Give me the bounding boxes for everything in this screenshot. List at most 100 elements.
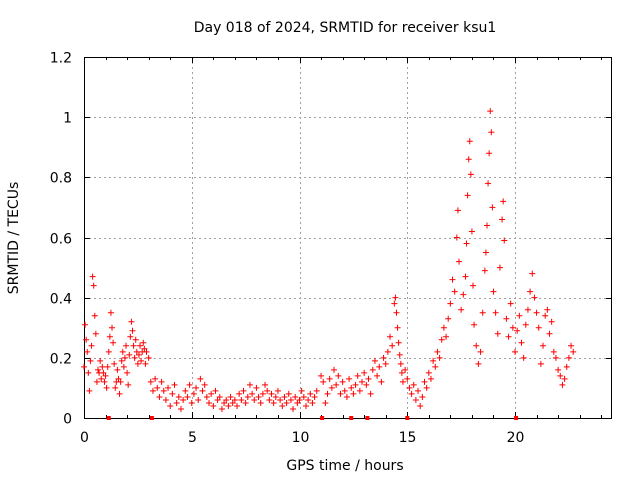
data-point	[365, 375, 372, 382]
data-point	[514, 327, 521, 334]
data-point	[143, 348, 150, 355]
data-point	[89, 273, 96, 280]
data-point	[339, 378, 346, 385]
data-point	[489, 204, 496, 211]
y-tick-label: 1	[63, 111, 72, 127]
data-point	[341, 387, 348, 394]
data-point	[421, 378, 428, 385]
data-point	[481, 267, 488, 274]
data-point	[106, 333, 113, 340]
data-point	[133, 348, 140, 355]
data-point	[406, 384, 413, 391]
data-point	[91, 312, 98, 319]
x-tick-label: 20	[507, 430, 525, 446]
data-point	[182, 387, 189, 394]
x-tick-label: 15	[399, 430, 417, 446]
data-point	[475, 360, 482, 367]
data-point	[540, 342, 547, 349]
data-point	[410, 381, 417, 388]
data-point	[138, 357, 145, 364]
data-point	[559, 381, 566, 388]
data-point	[119, 348, 126, 355]
data-point	[557, 372, 564, 379]
data-point	[167, 402, 174, 409]
data-point	[507, 300, 514, 307]
data-point	[264, 387, 271, 394]
data-point	[503, 315, 510, 322]
data-point	[490, 288, 497, 295]
data-point	[238, 396, 245, 403]
data-point	[343, 393, 350, 400]
data-point	[485, 180, 492, 187]
data-point	[116, 390, 123, 397]
data-point	[129, 327, 136, 334]
x-tick-label: 0	[80, 430, 89, 446]
data-point	[453, 234, 460, 241]
data-point	[412, 396, 419, 403]
data-point	[115, 375, 122, 382]
data-point	[531, 294, 538, 301]
data-point	[130, 342, 137, 349]
data-point	[518, 339, 525, 346]
zero-marker	[514, 416, 519, 420]
data-point	[335, 372, 342, 379]
data-point	[83, 336, 90, 343]
data-point	[216, 393, 223, 400]
zero-marker	[405, 416, 410, 420]
data-point	[285, 390, 292, 397]
data-point	[542, 312, 549, 319]
data-point	[128, 318, 135, 325]
data-point	[101, 378, 108, 385]
data-point	[391, 300, 398, 307]
data-point	[466, 138, 473, 145]
data-point	[361, 369, 368, 376]
data-point	[147, 378, 154, 385]
data-point	[221, 399, 228, 406]
data-point	[479, 309, 486, 316]
data-point	[190, 390, 197, 397]
data-point	[356, 387, 363, 394]
data-point	[205, 399, 212, 406]
data-point	[500, 198, 507, 205]
data-point	[268, 390, 275, 397]
data-point	[394, 324, 401, 331]
data-point	[97, 357, 104, 364]
data-point	[86, 387, 93, 394]
data-point	[290, 405, 297, 412]
data-point	[165, 384, 172, 391]
data-point	[134, 360, 141, 367]
data-point	[487, 108, 494, 115]
data-point	[326, 375, 333, 382]
data-point	[352, 381, 359, 388]
data-point	[253, 384, 260, 391]
data-point	[374, 372, 381, 379]
data-point	[425, 369, 432, 376]
data-point	[112, 384, 119, 391]
data-point	[208, 390, 215, 397]
data-point	[544, 306, 551, 313]
data-points	[81, 108, 577, 420]
data-point	[512, 348, 519, 355]
data-point	[175, 393, 182, 400]
data-point	[520, 354, 527, 361]
y-tick-label: 0.4	[50, 292, 72, 308]
data-point	[272, 393, 279, 400]
data-point	[123, 342, 130, 349]
data-point	[384, 348, 391, 355]
data-point	[158, 378, 165, 385]
data-point	[447, 300, 454, 307]
x-axis-title: GPS time / hours	[286, 458, 403, 474]
data-point	[455, 258, 462, 265]
data-point	[389, 342, 396, 349]
y-tick-label: 0.8	[50, 171, 72, 187]
data-point	[102, 372, 109, 379]
data-point	[434, 348, 441, 355]
data-point	[550, 348, 557, 355]
data-point	[114, 366, 121, 373]
data-point	[149, 387, 156, 394]
data-point	[561, 375, 568, 382]
data-point	[180, 396, 187, 403]
data-point	[154, 384, 161, 391]
data-point	[396, 351, 403, 358]
